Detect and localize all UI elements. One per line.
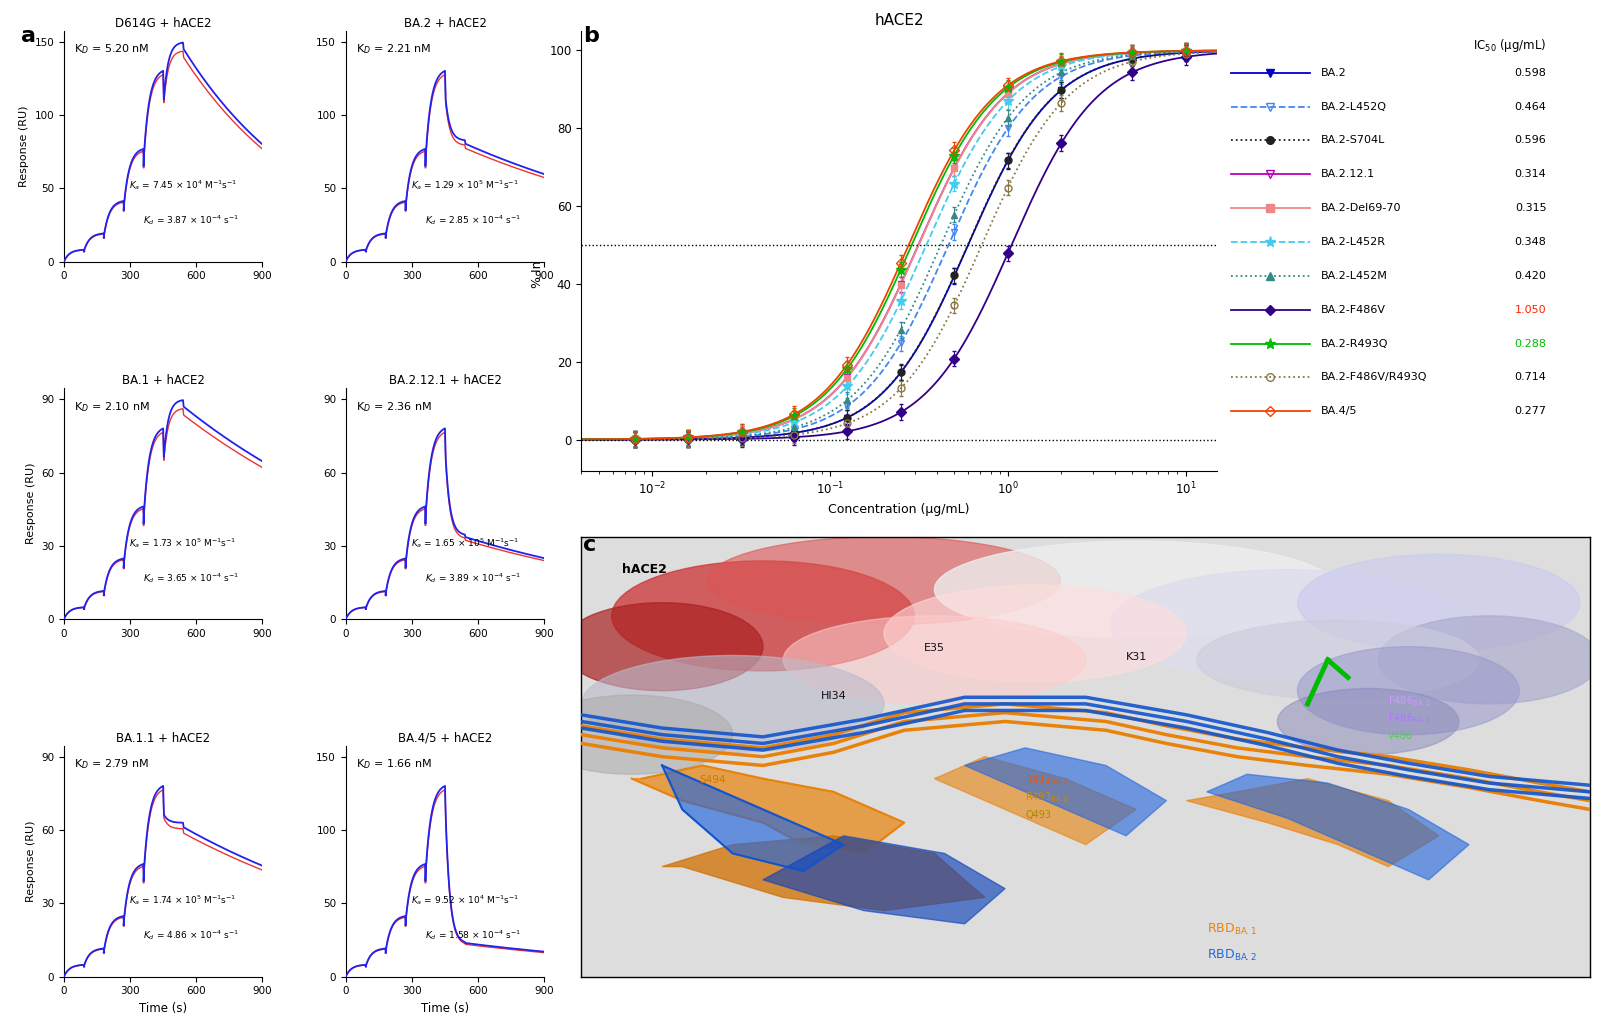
Text: K$_D$ = 2.21 nM: K$_D$ = 2.21 nM	[356, 42, 431, 57]
Text: BA.2: BA.2	[1322, 68, 1347, 78]
Text: BA.2-R493Q: BA.2-R493Q	[1322, 338, 1389, 348]
Text: $K_a$ = 9.52 × 10$^{4}$ M$^{-1}$s$^{-1}$: $K_a$ = 9.52 × 10$^{4}$ M$^{-1}$s$^{-1}$	[411, 893, 519, 908]
Text: R493$_{\mathrm{BA.1}}$: R493$_{\mathrm{BA.1}}$	[1026, 773, 1069, 786]
Ellipse shape	[531, 695, 733, 774]
Text: BA.2-F486V: BA.2-F486V	[1322, 304, 1387, 315]
Text: K$_D$ = 2.10 nM: K$_D$ = 2.10 nM	[74, 400, 150, 413]
Text: 0.596: 0.596	[1515, 136, 1547, 145]
Text: E35: E35	[924, 644, 944, 653]
Text: BA.2-Del69-70: BA.2-Del69-70	[1322, 204, 1401, 213]
Text: HI34: HI34	[821, 692, 847, 701]
Text: K$_D$ = 5.20 nM: K$_D$ = 5.20 nM	[74, 42, 149, 57]
Polygon shape	[631, 766, 904, 853]
Text: $K_d$ = 1.58 × 10$^{-4}$ s$^{-1}$: $K_d$ = 1.58 × 10$^{-4}$ s$^{-1}$	[425, 928, 521, 942]
Text: RBD$_{\mathrm{BA.1}}$: RBD$_{\mathrm{BA.1}}$	[1206, 922, 1258, 937]
X-axis label: Time (s): Time (s)	[139, 1002, 187, 1015]
Text: R493$_{\mathrm{BA.2}}$: R493$_{\mathrm{BA.2}}$	[1026, 791, 1069, 805]
Polygon shape	[1187, 778, 1438, 867]
Polygon shape	[662, 836, 984, 911]
Ellipse shape	[1111, 570, 1464, 680]
Ellipse shape	[612, 561, 914, 671]
Polygon shape	[762, 836, 1005, 924]
Y-axis label: % Inhibition: % Inhibition	[531, 214, 543, 288]
Text: 0.348: 0.348	[1515, 237, 1547, 247]
Text: $K_a$ = 1.65 × 10$^{5}$ M$^{-1}$s$^{-1}$: $K_a$ = 1.65 × 10$^{5}$ M$^{-1}$s$^{-1}$	[411, 536, 519, 550]
Text: BA.2-F486V/R493Q: BA.2-F486V/R493Q	[1322, 372, 1427, 382]
Title: BA.1.1 + hACE2: BA.1.1 + hACE2	[117, 732, 211, 744]
Text: BA.2-L452Q: BA.2-L452Q	[1322, 102, 1387, 111]
Y-axis label: Response (RU): Response (RU)	[26, 820, 35, 902]
Text: BA.2-L452R: BA.2-L452R	[1322, 237, 1387, 247]
Ellipse shape	[783, 616, 1085, 704]
Text: 0.314: 0.314	[1515, 170, 1547, 179]
Text: 0.277: 0.277	[1515, 406, 1547, 416]
Text: 1.050: 1.050	[1515, 304, 1547, 315]
Text: hACE2: hACE2	[622, 563, 666, 576]
Text: BA.4/5: BA.4/5	[1322, 406, 1358, 416]
Ellipse shape	[561, 602, 762, 691]
Ellipse shape	[1298, 647, 1520, 735]
Ellipse shape	[935, 541, 1338, 638]
Polygon shape	[935, 757, 1136, 845]
Title: BA.2 + hACE2: BA.2 + hACE2	[404, 16, 486, 30]
Text: S494: S494	[700, 775, 725, 785]
Title: hACE2: hACE2	[874, 13, 924, 29]
Text: K$_D$ = 2.79 nM: K$_D$ = 2.79 nM	[74, 758, 149, 771]
Text: a: a	[21, 26, 35, 45]
Title: D614G + hACE2: D614G + hACE2	[115, 16, 211, 30]
Text: K31: K31	[1125, 652, 1147, 662]
Y-axis label: Response (RU): Response (RU)	[19, 106, 29, 187]
Title: BA.2.12.1 + hACE2: BA.2.12.1 + hACE2	[388, 374, 502, 388]
Ellipse shape	[1197, 620, 1480, 699]
Text: 0.315: 0.315	[1515, 204, 1547, 213]
Text: $K_a$ = 1.29 × 10$^{5}$ M$^{-1}$s$^{-1}$: $K_a$ = 1.29 × 10$^{5}$ M$^{-1}$s$^{-1}$	[411, 179, 519, 192]
Text: BA.2-L452M: BA.2-L452M	[1322, 270, 1389, 281]
Polygon shape	[662, 766, 844, 871]
Ellipse shape	[708, 537, 1061, 625]
Text: F486$_{\mathrm{BA.1}}$: F486$_{\mathrm{BA.1}}$	[1389, 694, 1432, 707]
Text: BA.2-S704L: BA.2-S704L	[1322, 136, 1385, 145]
Text: $K_d$ = 4.86 × 10$^{-4}$ s$^{-1}$: $K_d$ = 4.86 × 10$^{-4}$ s$^{-1}$	[144, 928, 240, 942]
Ellipse shape	[1298, 554, 1580, 651]
Text: 0.464: 0.464	[1515, 102, 1547, 111]
Text: IC$_{50}$ (μg/mL): IC$_{50}$ (μg/mL)	[1473, 37, 1547, 54]
Text: BA.2.12.1: BA.2.12.1	[1322, 170, 1376, 179]
Text: F486$_{\mathrm{BA.2}}$: F486$_{\mathrm{BA.2}}$	[1389, 711, 1432, 726]
X-axis label: Concentration (μg/mL): Concentration (μg/mL)	[828, 503, 970, 516]
Title: BA.1 + hACE2: BA.1 + hACE2	[121, 374, 205, 388]
Text: $K_d$ = 3.89 × 10$^{-4}$ s$^{-1}$: $K_d$ = 3.89 × 10$^{-4}$ s$^{-1}$	[425, 571, 521, 585]
Ellipse shape	[1377, 616, 1598, 704]
Text: $K_a$ = 1.74 × 10$^{5}$ M$^{-1}$s$^{-1}$: $K_a$ = 1.74 × 10$^{5}$ M$^{-1}$s$^{-1}$	[129, 893, 237, 908]
Text: b: b	[583, 26, 599, 45]
X-axis label: Time (s): Time (s)	[420, 1002, 470, 1015]
Polygon shape	[965, 747, 1167, 836]
Polygon shape	[1206, 774, 1469, 880]
Text: $K_d$ = 2.85 × 10$^{-4}$ s$^{-1}$: $K_d$ = 2.85 × 10$^{-4}$ s$^{-1}$	[425, 213, 521, 227]
Ellipse shape	[884, 585, 1187, 682]
Text: RBD$_{\mathrm{BA.2}}$: RBD$_{\mathrm{BA.2}}$	[1206, 948, 1258, 963]
Text: $K_a$ = 1.73 × 10$^{5}$ M$^{-1}$s$^{-1}$: $K_a$ = 1.73 × 10$^{5}$ M$^{-1}$s$^{-1}$	[129, 536, 237, 550]
Y-axis label: Response (RU): Response (RU)	[26, 463, 35, 545]
Text: K$_D$ = 2.36 nM: K$_D$ = 2.36 nM	[356, 400, 431, 413]
Ellipse shape	[582, 656, 884, 752]
Text: 0.598: 0.598	[1515, 68, 1547, 78]
Text: K$_D$ = 1.66 nM: K$_D$ = 1.66 nM	[356, 758, 431, 771]
Text: 0.288: 0.288	[1515, 338, 1547, 348]
Text: $K_a$ = 7.45 × 10$^{4}$ M$^{-1}$s$^{-1}$: $K_a$ = 7.45 × 10$^{4}$ M$^{-1}$s$^{-1}$	[129, 179, 238, 192]
Text: 0.420: 0.420	[1515, 270, 1547, 281]
Title: BA.4/5 + hACE2: BA.4/5 + hACE2	[398, 732, 492, 744]
Text: c: c	[583, 535, 596, 554]
Text: $K_d$ = 3.65 × 10$^{-4}$ s$^{-1}$: $K_d$ = 3.65 × 10$^{-4}$ s$^{-1}$	[144, 571, 240, 585]
Ellipse shape	[1277, 689, 1459, 755]
Text: $K_d$ = 3.87 × 10$^{-4}$ s$^{-1}$: $K_d$ = 3.87 × 10$^{-4}$ s$^{-1}$	[144, 213, 240, 227]
Text: Q493: Q493	[1026, 810, 1051, 820]
Text: V486: V486	[1389, 731, 1413, 741]
Text: 0.714: 0.714	[1515, 372, 1547, 382]
